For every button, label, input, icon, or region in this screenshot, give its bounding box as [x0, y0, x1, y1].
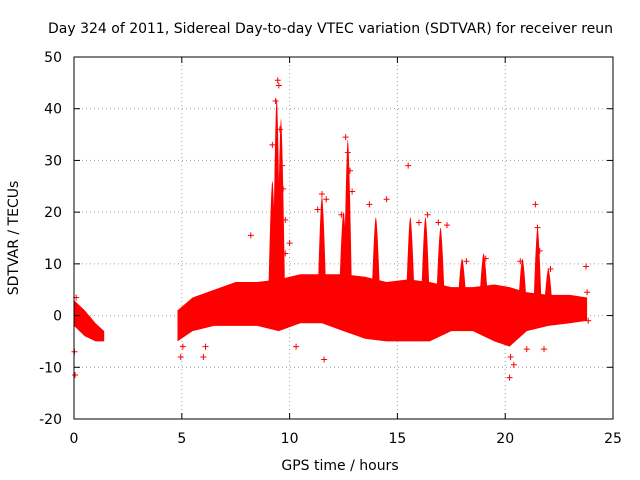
data-point: [534, 224, 541, 231]
data-point: [318, 191, 325, 198]
data-spike: [544, 269, 553, 303]
data-point: [517, 258, 524, 265]
data-spike: [318, 196, 326, 282]
data-spike: [436, 227, 445, 293]
data-point: [346, 167, 353, 174]
data-spike: [372, 217, 380, 288]
data-point: [293, 343, 300, 350]
axis-ticks: 0 5 10 15 20 25 -20 -10 0 10 20 30 40 50: [39, 50, 622, 447]
data-point: [314, 206, 321, 213]
data-point: [547, 266, 554, 273]
data-spike: [343, 139, 352, 283]
y-tick-label: -20: [39, 412, 62, 428]
y-tick-label: 30: [44, 153, 62, 169]
data-point: [424, 211, 431, 218]
data-point: [463, 258, 470, 265]
data-point: [177, 353, 184, 360]
x-axis-label: GPS time / hours: [281, 458, 398, 474]
data-point: [541, 346, 548, 353]
data-series: [71, 77, 592, 381]
data-point: [247, 232, 254, 239]
plot-frame: [73, 56, 614, 420]
data-point: [280, 185, 287, 192]
data-point: [202, 343, 209, 350]
x-tick-label: 5: [177, 431, 186, 447]
data-spike: [518, 258, 527, 299]
data-band: [177, 274, 588, 347]
data-point: [583, 263, 590, 270]
x-tick-label: 10: [281, 431, 299, 447]
data-point: [366, 201, 373, 208]
data-point: [415, 219, 422, 226]
x-tick-label: 25: [604, 431, 622, 447]
data-point: [506, 374, 513, 381]
data-point: [269, 141, 276, 148]
data-point: [274, 77, 281, 84]
x-tick-label: 15: [388, 431, 406, 447]
data-point: [282, 216, 289, 223]
data-point: [405, 162, 412, 169]
data-point: [482, 255, 489, 262]
data-point: [272, 97, 279, 104]
data-point: [435, 219, 442, 226]
chart-title: Day 324 of 2011, Sidereal Day-to-day VTE…: [48, 21, 613, 37]
data-band: [74, 300, 105, 342]
data-point: [72, 372, 79, 379]
data-point: [279, 162, 286, 169]
data-point: [200, 353, 207, 360]
data-point: [443, 222, 450, 229]
y-tick-label: 10: [44, 257, 62, 273]
x-tick-label: 0: [70, 431, 79, 447]
data-point: [321, 356, 328, 363]
data-point: [383, 196, 390, 203]
data-spike: [458, 258, 466, 295]
y-tick-label: 20: [44, 205, 62, 221]
data-point: [275, 82, 282, 89]
x-tick-label: 20: [496, 431, 514, 447]
data-point: [507, 353, 514, 360]
data-point: [342, 134, 349, 141]
data-spike: [533, 227, 542, 302]
y-tick-label: 40: [44, 102, 62, 118]
data-point: [344, 149, 351, 156]
data-point: [282, 250, 289, 257]
data-point: [523, 346, 530, 353]
data-point: [585, 317, 592, 324]
data-point: [584, 289, 591, 296]
data-spike: [277, 119, 285, 287]
data-point: [323, 196, 330, 203]
y-tick-label: 0: [53, 309, 62, 325]
data-point: [532, 201, 539, 208]
data-point: [179, 343, 186, 350]
data-point: [510, 361, 517, 368]
data-point: [286, 240, 293, 247]
y-tick-label: -10: [39, 360, 62, 376]
y-axis-label: SDTVAR / TECUs: [6, 181, 22, 296]
y-tick-label: 50: [44, 50, 62, 66]
data-point: [338, 211, 345, 218]
data-point: [276, 126, 283, 133]
data-spike: [479, 253, 488, 294]
data-point: [536, 247, 543, 254]
grid-lines: [74, 57, 613, 419]
data-spike: [406, 217, 415, 288]
data-point: [349, 188, 356, 195]
data-spike: [421, 217, 430, 290]
